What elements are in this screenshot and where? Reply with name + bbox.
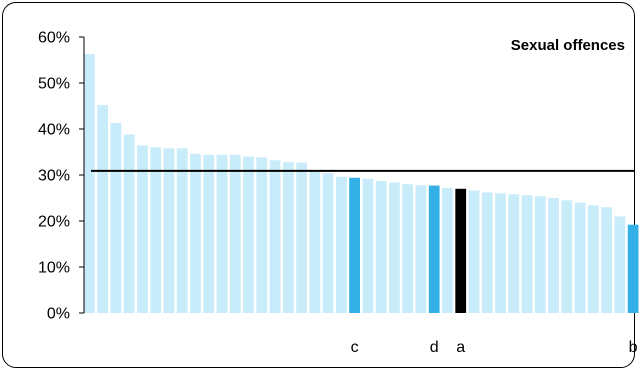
bar (163, 148, 175, 313)
y-tick-label: 30% (38, 168, 70, 185)
x-label-b: b (629, 339, 638, 356)
bar (282, 162, 294, 313)
x-label-c: c (351, 339, 359, 356)
bar (561, 200, 573, 313)
bar (110, 123, 122, 314)
bar (137, 145, 148, 313)
bar-c (349, 177, 360, 313)
bar-b (627, 224, 639, 313)
bar (614, 216, 626, 313)
bar (481, 192, 493, 313)
bar (296, 162, 307, 313)
y-tick-label: 20% (38, 214, 70, 231)
y-tick-label: 50% (38, 76, 70, 93)
x-label-a: a (456, 339, 465, 356)
bar (468, 190, 480, 313)
bar (362, 178, 374, 313)
y-tick-label: 10% (38, 260, 70, 277)
bar (97, 105, 109, 313)
bar (229, 154, 241, 313)
bar (176, 148, 188, 313)
bar (216, 154, 228, 313)
bar (243, 156, 254, 313)
bar (442, 187, 453, 313)
bar (123, 134, 135, 313)
bar (150, 147, 162, 313)
bar (574, 202, 586, 313)
bar (402, 184, 414, 313)
y-tick-label: 0% (47, 306, 70, 323)
bar (495, 193, 506, 313)
bar (601, 207, 612, 313)
y-tick-label: 40% (38, 122, 70, 139)
bar (389, 182, 400, 313)
bar (203, 154, 215, 313)
bar (84, 54, 95, 314)
bar (534, 196, 546, 313)
bar (190, 153, 201, 313)
bar-d (428, 185, 440, 313)
bar (256, 157, 268, 313)
bar (415, 185, 427, 313)
x-label-d: d (430, 339, 439, 356)
bar (521, 195, 533, 313)
bar (548, 198, 559, 313)
bar (508, 194, 520, 313)
bar-a (455, 188, 467, 313)
bar (375, 180, 387, 313)
bar (322, 173, 334, 313)
chart-title: Sexual offences (511, 37, 625, 54)
bar (335, 176, 347, 313)
bar (269, 160, 281, 313)
bar (309, 170, 321, 313)
y-tick-label: 60% (38, 30, 70, 47)
bar (587, 205, 599, 313)
